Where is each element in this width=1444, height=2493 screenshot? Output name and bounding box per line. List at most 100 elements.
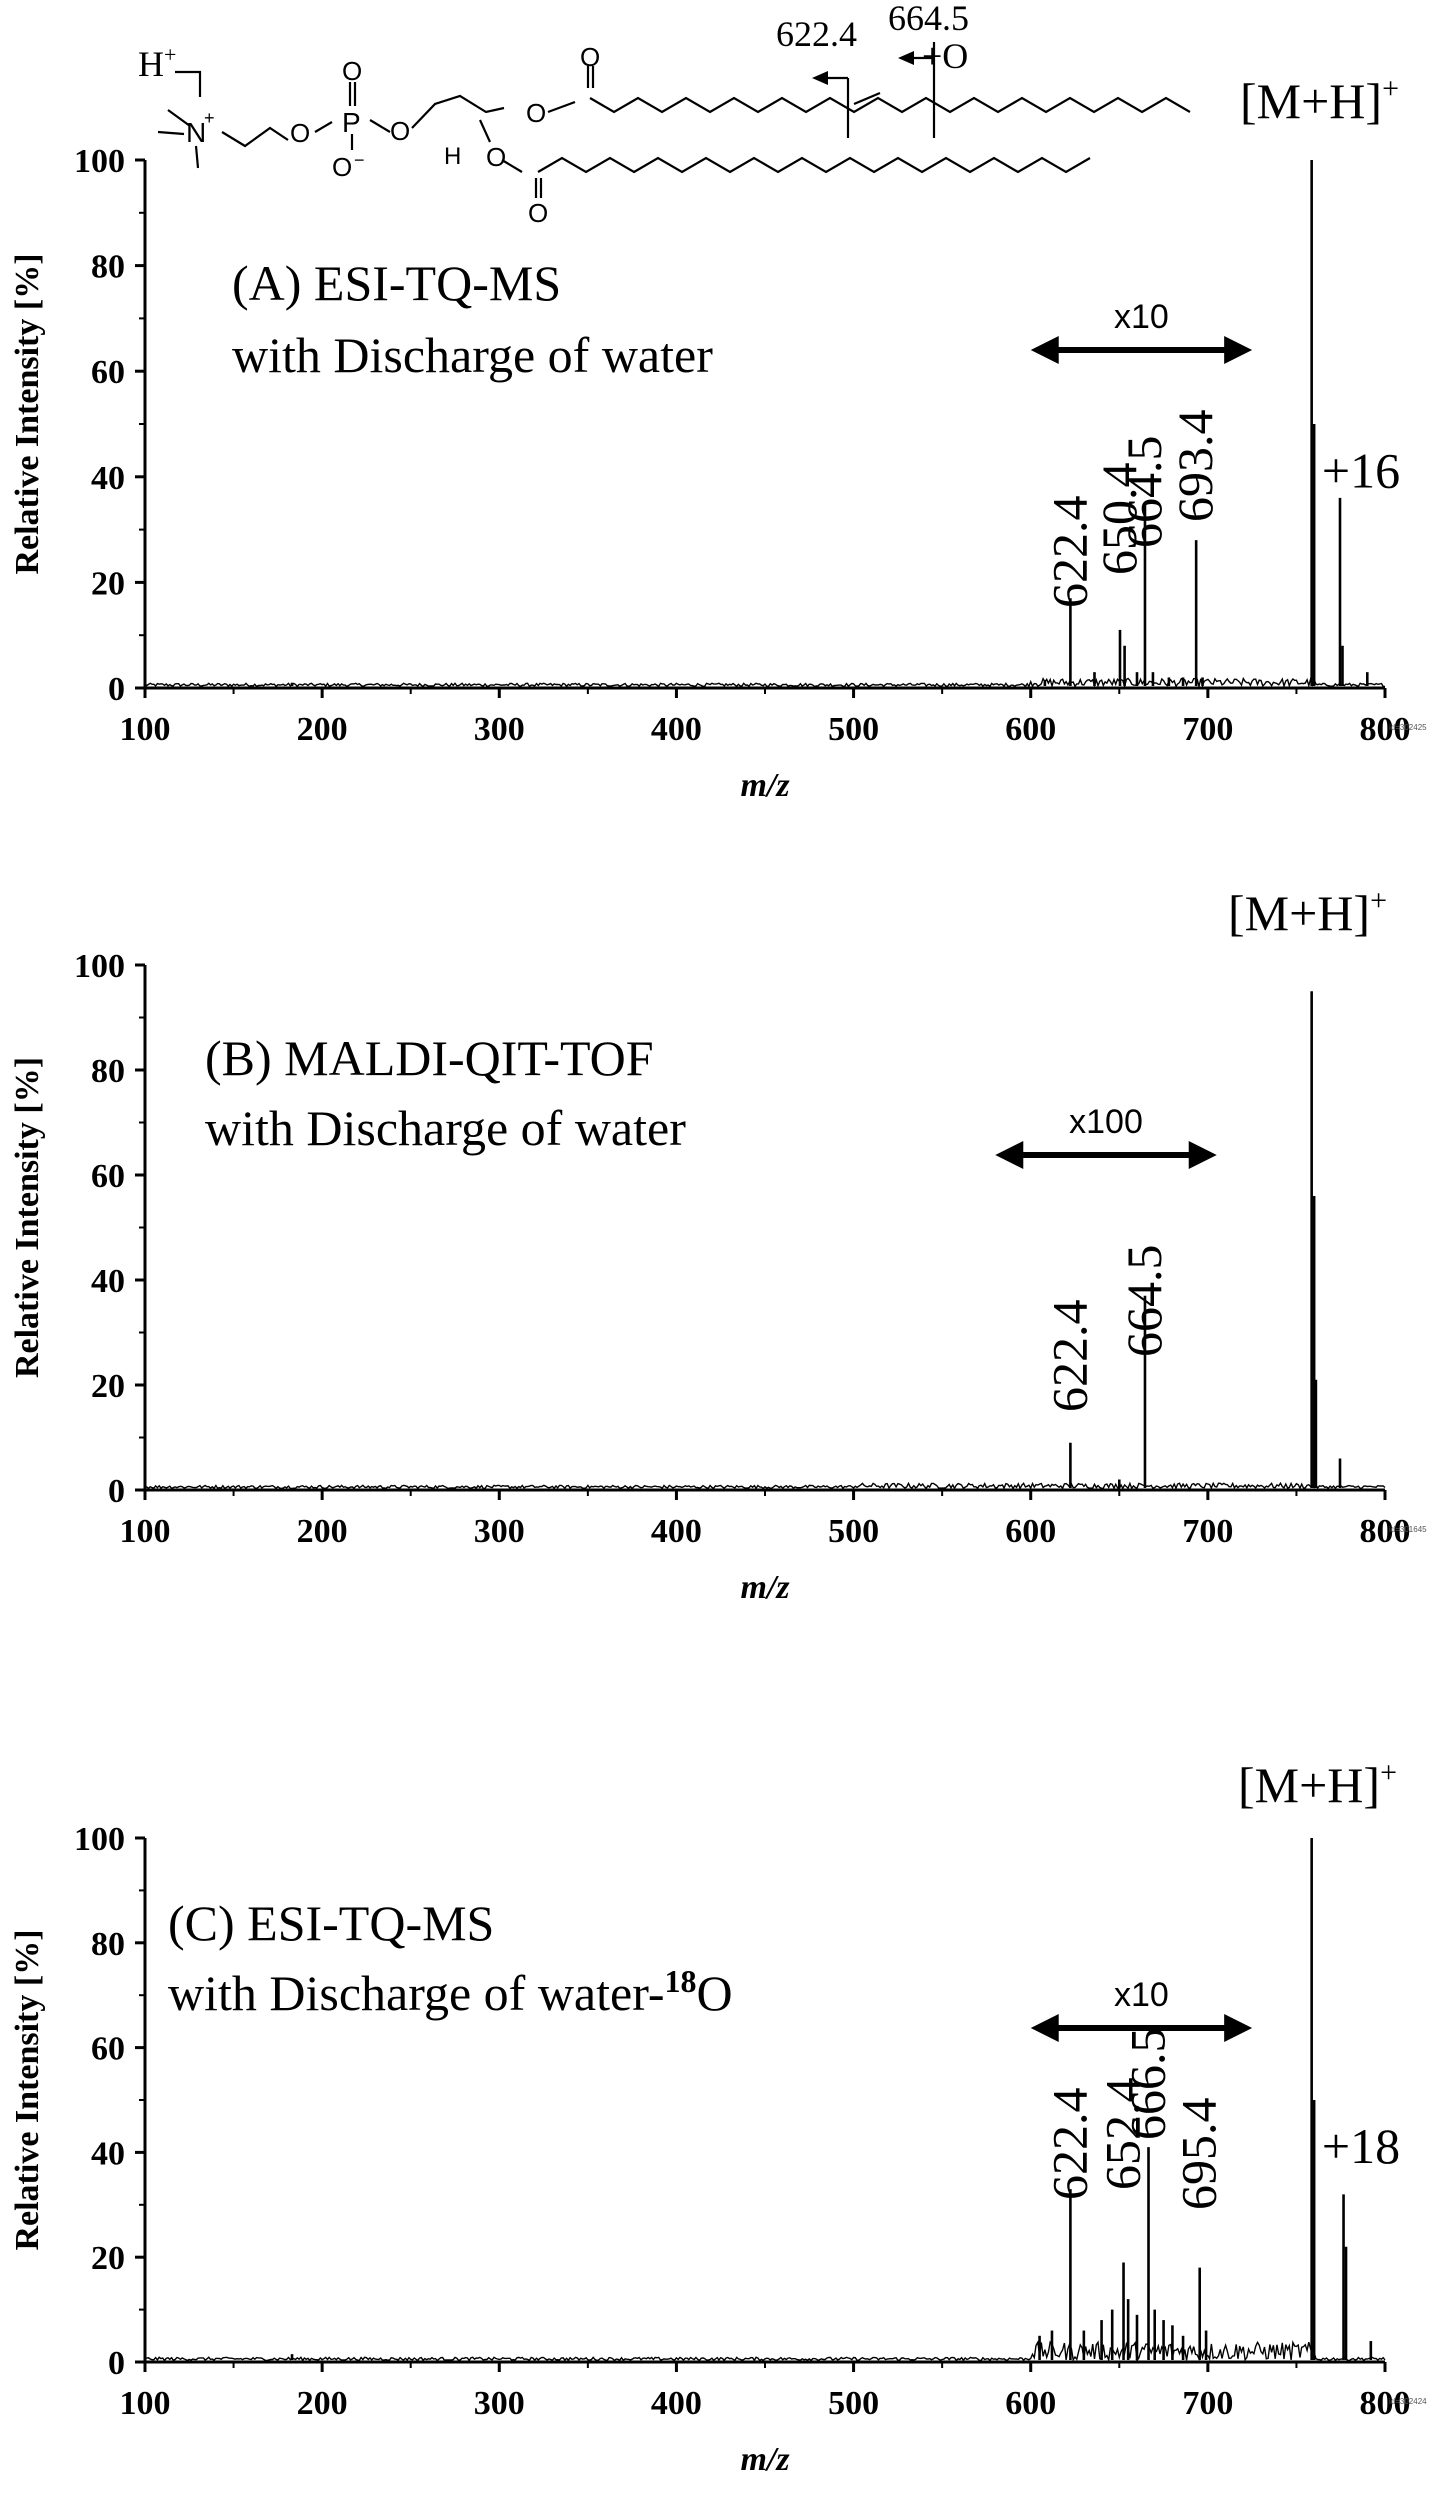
x-tick-label: 400 (651, 1513, 702, 1550)
proton-bracket (175, 70, 202, 97)
peak-label: 664.5 (1116, 436, 1172, 549)
atom-label: H (444, 143, 461, 170)
proton-label: H+ (138, 42, 176, 84)
panel-title: (A) ESI-TQ-MS (232, 255, 561, 311)
x-tick-label: 300 (474, 2385, 525, 2422)
y-tick-label: 80 (91, 1053, 125, 1090)
y-tick-label: 0 (108, 1473, 125, 1510)
arrow-head-left-icon (812, 71, 828, 85)
arrow-head-left-icon (898, 51, 914, 65)
y-axis-label: Relative Intensity [%] (9, 253, 46, 574)
y-tick-label: 40 (91, 460, 125, 497)
x-tick-label: 300 (474, 1513, 525, 1550)
atom-label: O (526, 98, 546, 128)
panel-title: (C) ESI-TQ-MS (168, 1895, 494, 1951)
magnification-label: x10 (1114, 1976, 1169, 2014)
panel-title: (B) MALDI-QIT-TOF (205, 1030, 654, 1086)
isotope-superscript: 18 (665, 1963, 697, 1999)
panel-subtitle: with Discharge of water (232, 327, 713, 383)
spectrum-baseline (144, 2340, 1386, 2363)
x-tick-label: 800 (1360, 711, 1411, 748)
figure-id-stamp: id=301645 (1389, 1525, 1427, 1534)
y-tick-label: 0 (108, 671, 125, 708)
arrow-head-left-icon (995, 1141, 1024, 1169)
atom-label: P (342, 107, 361, 138)
y-tick-label: 60 (91, 1158, 125, 1195)
atom-label: − (354, 150, 365, 170)
x-tick-label: 700 (1182, 2385, 1233, 2422)
x-tick-label: 200 (297, 711, 348, 748)
atom-label: O (390, 116, 410, 146)
peak-label: 666.5 (1120, 2028, 1176, 2141)
atom-label: O (290, 118, 310, 148)
y-tick-label: 80 (91, 249, 125, 286)
fatty-acyl-chain-1 (589, 96, 1191, 114)
arrow-head-right-icon (1224, 2014, 1253, 2042)
spectrum-baseline (144, 1481, 1386, 1491)
phosphatidylcholine-structure (157, 42, 1191, 198)
arrow-head-right-icon (1188, 1141, 1217, 1169)
x-tick-label: 700 (1182, 711, 1233, 748)
molecular-ion-label: [M+H]+ (1228, 884, 1387, 941)
x-tick-label: 600 (1005, 1513, 1056, 1550)
x-tick-label: 800 (1360, 1513, 1411, 1550)
atom-label: N (186, 117, 206, 148)
spectrum-baseline (144, 676, 1385, 689)
y-tick-label: 60 (91, 2031, 125, 2068)
atom-label: O (332, 152, 352, 182)
peak-label: 650.4 (1091, 463, 1147, 576)
x-tick-label: 800 (1360, 2385, 1411, 2422)
fatty-acyl-chain-2 (537, 156, 1091, 174)
peak-label: 622.4 (1041, 496, 1097, 609)
x-axis-label: m/z (740, 767, 790, 804)
y-tick-label: 100 (74, 948, 125, 985)
atom-label: O (486, 142, 506, 172)
structure-chain (314, 121, 333, 133)
y-tick-label: 40 (91, 1263, 125, 1300)
x-tick-label: 100 (120, 2385, 171, 2422)
atom-label: + (204, 108, 215, 128)
spectrum-panel-C: 0 20 40 60 80 100 100 200 300 400 500 600 700 800 m/z R… (9, 1756, 1427, 2478)
structure-bond (157, 130, 185, 136)
x-tick-label: 500 (828, 711, 879, 748)
panel-subtitle: with Discharge of water-18O (168, 1963, 733, 2021)
structure-chain (411, 94, 505, 129)
peak-label: 622.4 (1041, 2088, 1097, 2201)
y-tick-label: 80 (91, 1926, 125, 1963)
arrow-head-right-icon (1224, 336, 1253, 364)
atom-label: O (342, 56, 362, 86)
cleavage-label-664: 664.5 (888, 0, 969, 38)
y-tick-label: 100 (74, 143, 125, 180)
figure-id-stamp: id=302424 (1389, 2397, 1427, 2406)
structure-bond (478, 119, 492, 143)
mass-shift-label: +18 (1322, 2118, 1400, 2174)
y-tick-label: 0 (108, 2345, 125, 2382)
molecular-ion-charge: + (1380, 1756, 1397, 1789)
oxidation-label: +O (922, 36, 968, 76)
structure-bond (194, 145, 200, 169)
atom-label: O (580, 42, 600, 72)
molecular-ion-label: [M+H]+ (1238, 1756, 1397, 1813)
x-tick-label: 200 (297, 2385, 348, 2422)
x-tick-label: 100 (120, 1513, 171, 1550)
atom-label: O (528, 198, 548, 228)
peak-label: 664.5 (1116, 1245, 1172, 1358)
x-tick-label: 500 (828, 2385, 879, 2422)
spectrum-panel-A: 0 20 40 60 80 100 100 200 300 400 500 600 700 800 m/z R… (9, 72, 1427, 804)
x-tick-label: 200 (297, 1513, 348, 1550)
structure-chain (369, 119, 391, 133)
structure-bond (167, 109, 191, 127)
x-axis-label: m/z (740, 2441, 790, 2478)
arrow-head-left-icon (1030, 2014, 1059, 2042)
x-axis-label: m/z (740, 1569, 790, 1606)
x-tick-label: 600 (1005, 2385, 1056, 2422)
y-tick-label: 60 (91, 354, 125, 391)
x-tick-label: 400 (651, 711, 702, 748)
structure-chain (547, 100, 576, 114)
double-bond (853, 91, 881, 106)
x-tick-label: 500 (828, 1513, 879, 1550)
structure-chain (501, 159, 523, 173)
figure-id-stamp: id=302425 (1389, 723, 1427, 732)
magnification-label: x10 (1114, 298, 1169, 336)
x-tick-label: 400 (651, 2385, 702, 2422)
